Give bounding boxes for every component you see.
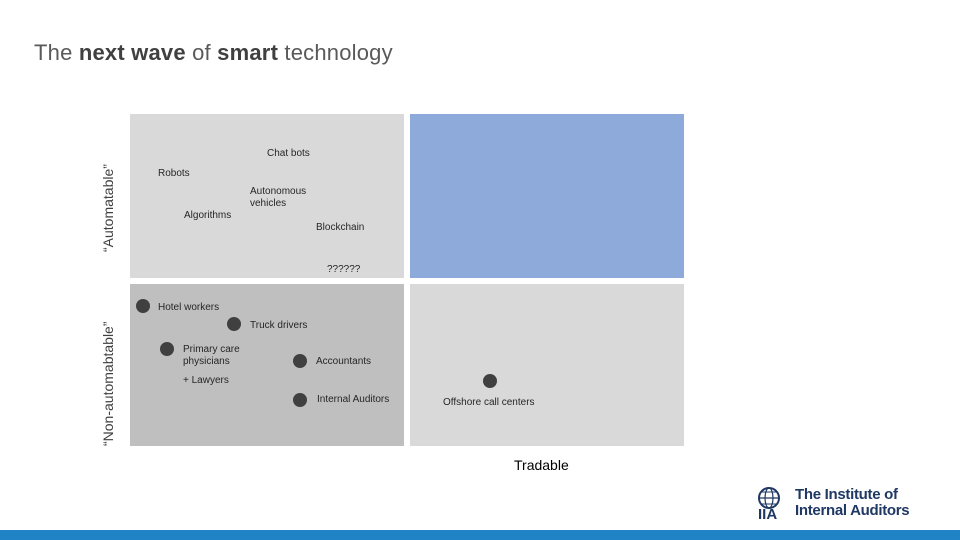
label-unknown: ?????? [327,264,361,275]
label-algorithms: Algorithms [184,210,232,221]
label-line: Autonomous [250,186,307,197]
quadrant-nonautomatable-nontradable [130,284,404,446]
label-robots: Robots [158,168,190,179]
label-autonomous-vehicles: Autonomous vehicles [250,186,306,210]
label-line: vehicles [250,198,287,209]
dot-hotel-workers [136,299,150,313]
logo-line: Internal Auditors [795,502,910,519]
bottom-accent-bar [0,530,960,540]
title-part: next wave [78,40,186,65]
title-part: smart [217,40,279,65]
logo-text: The Institute of Internal Auditors [795,486,910,519]
title-part: of [185,40,218,65]
dot-truck-drivers [227,317,241,331]
label-internal-auditors: Internal Auditors [317,394,390,405]
quadrant-nonautomatable-tradable [410,284,684,446]
label-accountants: Accountants [316,356,372,367]
label-primary-care-physicians: Primary care physicians [183,344,240,368]
page-title: The next wave of smart technology [34,40,393,66]
y-axis-label-non-automatable: “Non-automabtable” [100,321,116,446]
label-line: Primary care [183,344,240,355]
label-blockchain: Blockchain [316,222,365,233]
label-line: physicians [183,356,230,367]
label-hotel-workers: Hotel workers [158,302,220,313]
label-lawyers: + Lawyers [183,375,229,386]
logo-mark: IIA [758,506,777,520]
iia-logo: IIA The Institute of Internal Auditors [757,484,937,522]
globe-icon: IIA [758,487,780,520]
quadrant-automatable-tradable [410,114,684,278]
dot-accountants [293,354,307,368]
dot-offshore-call-centers [483,374,497,388]
logo-line: The Institute of [795,486,898,503]
label-chat-bots: Chat bots [267,148,310,159]
quadrant-automatable-nontradable [130,114,404,278]
y-axis-label-automatable: “Automatable” [100,164,116,252]
label-truck-drivers: Truck drivers [250,320,308,331]
label-offshore-call-centers: Offshore call centers [443,397,535,408]
x-axis-label-tradable: Tradable [514,457,569,473]
dot-internal-auditors [293,393,307,407]
title-part: technology [278,40,393,65]
dot-primary-care-physicians [160,342,174,356]
title-part: The [34,40,79,65]
